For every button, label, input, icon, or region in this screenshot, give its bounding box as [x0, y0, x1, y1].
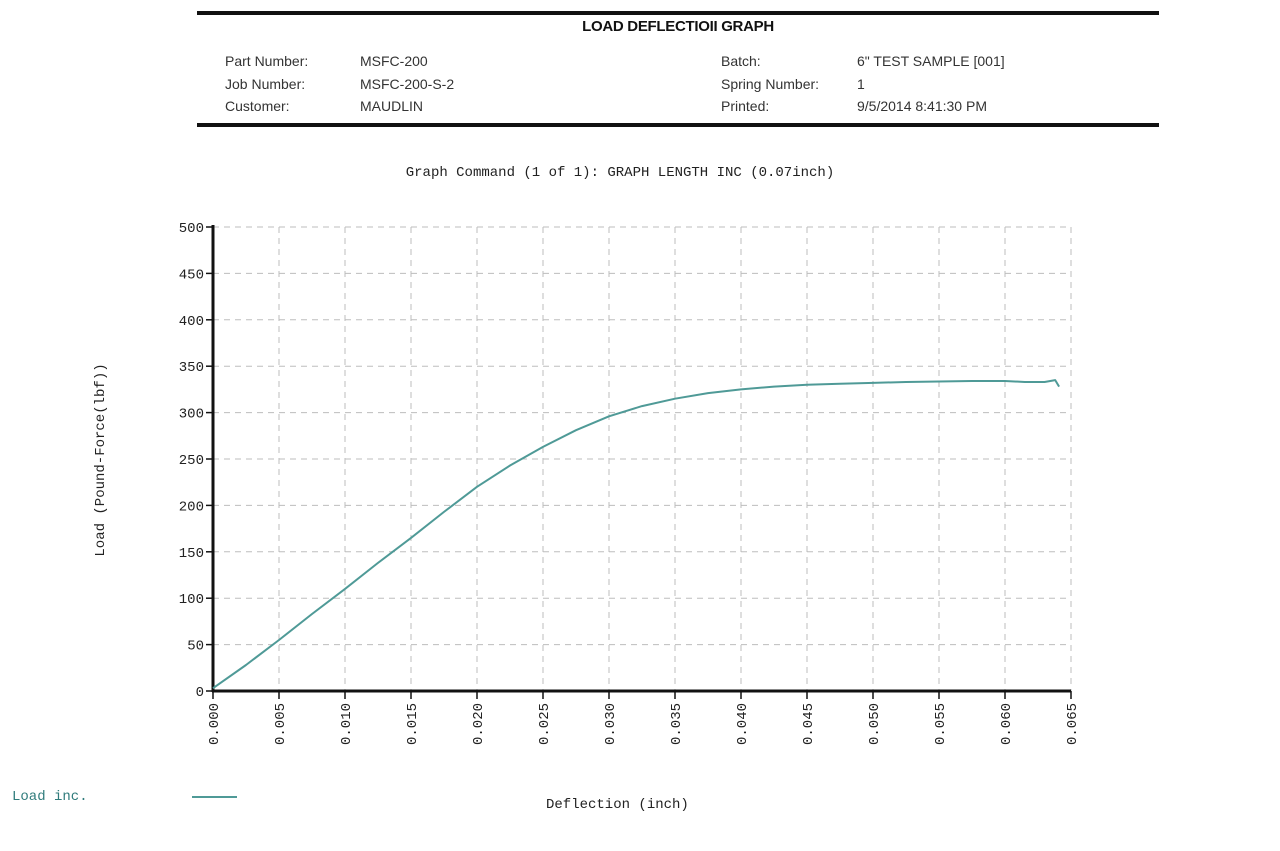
part-number-value: MSFC-200 [360, 53, 428, 69]
legend-label: Load inc. [12, 789, 88, 805]
x-tick-label: 0.020 [471, 703, 487, 745]
x-tick-label: 0.015 [405, 703, 421, 745]
y-axis-ticks: 0 50 100 150 200 250 300 350 400 450 500 [179, 221, 213, 701]
x-axis-label: Deflection (inch) [546, 797, 689, 813]
y-tick-label: 350 [179, 360, 204, 376]
y-tick-label: 50 [187, 639, 204, 655]
batch-label: Batch: [721, 53, 761, 69]
y-tick-label: 500 [179, 221, 204, 237]
x-tick-label: 0.025 [537, 703, 553, 745]
job-number-value: MSFC-200-S-2 [360, 76, 455, 92]
y-tick-label: 250 [179, 453, 204, 469]
x-tick-label: 0.040 [735, 703, 751, 745]
load-inc-series-line [212, 379, 1060, 690]
customer-label: Customer: [225, 98, 290, 114]
spring-number-value: 1 [857, 76, 865, 92]
spring-number-label: Spring Number: [721, 76, 820, 92]
y-tick-label: 300 [179, 407, 204, 423]
y-tick-label: 400 [179, 314, 204, 330]
x-tick-label: 0.030 [603, 703, 619, 745]
batch-value: 6" TEST SAMPLE [001] [857, 53, 1005, 69]
x-axis-ticks: 0.000 0.005 0.010 0.015 0.020 0.025 0.030 0.035… [207, 691, 1081, 745]
y-tick-label: 450 [179, 267, 204, 283]
y-tick-label: 200 [179, 499, 204, 515]
y-tick-label: 0 [196, 685, 204, 701]
y-axis-label: Load (Pound-Force(lbf)) [93, 363, 109, 556]
x-tick-label: 0.045 [801, 703, 817, 745]
header-bottom-rule [197, 123, 1159, 127]
customer-value: MAUDLIN [360, 98, 424, 114]
x-tick-label: 0.060 [999, 703, 1015, 745]
legend-swatch [192, 796, 237, 798]
y-tick-label: 100 [179, 592, 204, 608]
report-title: LOAD DEFLECTIOII GRAPH [582, 18, 774, 35]
graph-command-title: Graph Command (1 of 1): GRAPH LENGTH INC… [405, 165, 835, 181]
y-tick-label: 150 [179, 546, 204, 562]
x-tick-label: 0.055 [933, 703, 949, 745]
x-tick-label: 0.010 [339, 703, 355, 745]
job-number-label: Job Number: [225, 76, 306, 92]
x-tick-label: 0.035 [669, 703, 685, 745]
printed-value: 9/5/2014 8:41:30 PM [857, 98, 987, 114]
chart-grid [213, 226, 1072, 691]
printed-label: Printed: [721, 98, 770, 114]
x-tick-label: 0.065 [1065, 703, 1081, 745]
x-tick-label: 0.050 [867, 703, 883, 745]
x-tick-label: 0.000 [207, 703, 223, 745]
header-top-rule [197, 11, 1159, 15]
x-tick-label: 0.005 [273, 703, 289, 745]
part-number-label: Part Number: [225, 53, 309, 69]
